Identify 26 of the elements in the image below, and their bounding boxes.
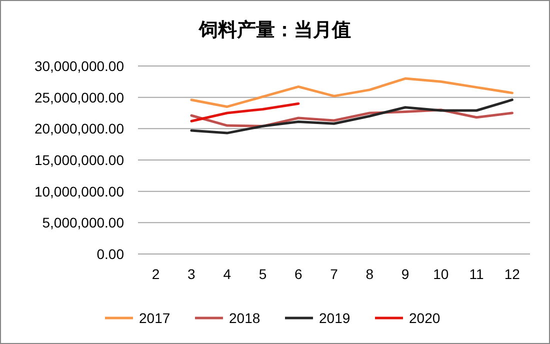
x-tick-label: 12: [504, 266, 520, 282]
y-tick-label: 10,000,000.00: [34, 183, 124, 200]
chart-title: 饲料产量：当月值: [198, 19, 351, 41]
y-tick-label: 30,000,000.00: [34, 58, 124, 74]
x-tick-label: 4: [223, 266, 232, 282]
y-tick-label: 5,000,000.00: [42, 214, 124, 231]
x-tick-label: 11: [469, 266, 484, 282]
y-tick-label: 25,000,000.00: [34, 89, 124, 106]
legend-label: 2018: [229, 310, 260, 326]
x-tick-label: 8: [366, 266, 374, 282]
y-tick-label: 15,000,000.00: [34, 152, 124, 168]
legend-label: 2019: [319, 310, 350, 326]
y-tick-label: 20,000,000.00: [34, 120, 124, 137]
y-tick-label: 0.00: [96, 246, 124, 262]
line-series: [190, 77, 514, 108]
legend-label: 2020: [409, 310, 440, 326]
legend-label: 2017: [139, 310, 170, 326]
x-tick-label: 10: [433, 266, 449, 282]
line-series: [190, 98, 514, 134]
x-tick-label: 3: [188, 266, 196, 282]
x-tick-label: 7: [330, 266, 338, 282]
x-tick-label: 9: [401, 266, 410, 282]
x-tick-label: 5: [258, 266, 267, 282]
line-series: [190, 102, 300, 122]
x-tick-label: 2: [152, 266, 160, 282]
x-tick-label: 6: [294, 266, 302, 282]
